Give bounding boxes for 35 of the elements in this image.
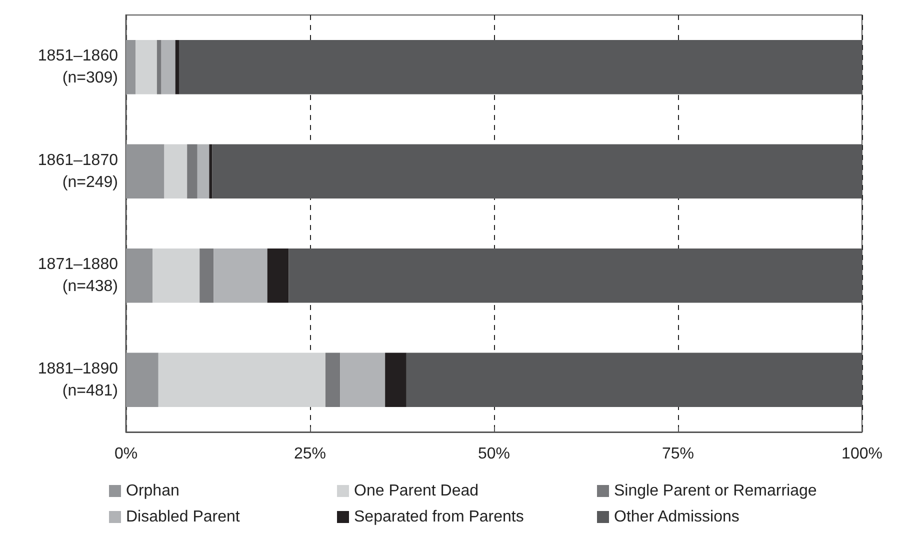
bar: [385, 352, 406, 407]
x-tick-label: 25%: [294, 446, 326, 462]
bar: [197, 144, 210, 198]
legend-label: Separated from Parents: [354, 508, 524, 526]
bar: [126, 248, 152, 303]
bar: [340, 352, 386, 407]
bar: [161, 40, 176, 94]
y-tick-label: 1861–1870 (n=249): [38, 152, 118, 191]
bar: [187, 144, 198, 198]
legend-label: Other Admissions: [614, 508, 740, 526]
bar: [158, 352, 326, 407]
bar: [325, 352, 340, 407]
bar: [126, 40, 136, 94]
x-tick-label: 0%: [114, 446, 138, 462]
bar: [200, 248, 214, 303]
legend-label: Disabled Parent: [126, 508, 240, 526]
x-tick-label: 75%: [662, 446, 694, 462]
y-tick-label: 1881–1890 (n=481): [38, 360, 118, 400]
bar: [126, 352, 158, 407]
bar: [152, 248, 200, 303]
bar: [175, 40, 179, 94]
bar: [164, 144, 188, 198]
y-tick-label: 1871–1880 (n=438): [38, 256, 118, 296]
bar: [214, 248, 268, 303]
x-tick-label: 50%: [478, 446, 510, 462]
bar: [156, 40, 162, 94]
legend-label: Single Parent or Remarriage: [614, 482, 817, 500]
y-tick-label: 1851–1860 (n=309): [38, 48, 118, 87]
bar: [267, 248, 289, 303]
bar: [136, 40, 157, 94]
legend-label: Orphan: [126, 482, 180, 500]
x-tick-label: 100%: [842, 446, 882, 462]
legend-label: One Parent Dead: [354, 482, 479, 500]
bar: [209, 144, 212, 198]
bar: [126, 144, 164, 198]
